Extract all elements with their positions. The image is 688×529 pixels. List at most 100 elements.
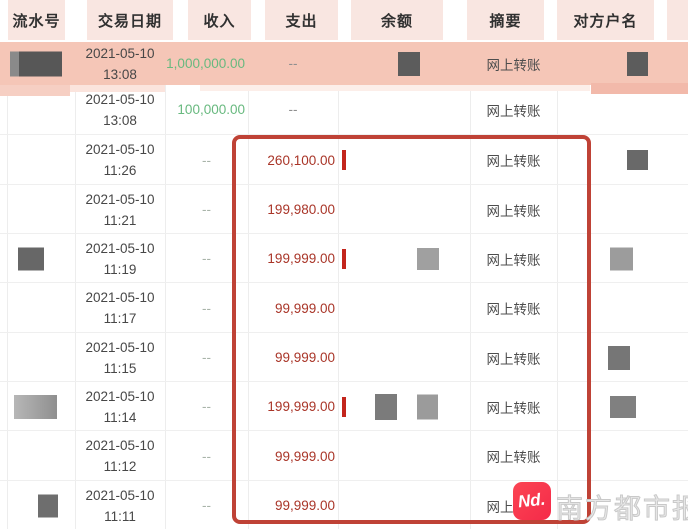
time-text: 11:21 — [103, 212, 137, 228]
serial-cell — [0, 85, 75, 134]
income-cell: -- — [202, 300, 211, 316]
watermark-brand-text: 南方都市报（ — [556, 487, 688, 526]
expense-amount: 199,980.00 — [267, 202, 335, 217]
column-header-label: 交易日期 — [97, 12, 162, 30]
balance-cell — [338, 234, 470, 283]
summary-cell: 网上转账 — [486, 400, 541, 416]
expense-amount: 99,999.00 — [274, 448, 335, 464]
redaction-box — [10, 51, 62, 76]
column-divider — [165, 42, 166, 529]
column-header-label: 支出 — [285, 12, 318, 30]
header-transaction-date: 交易日期 — [87, 0, 173, 40]
summary-cell: 网上转账 — [486, 154, 541, 169]
date-text: 2021-05-10 — [85, 388, 155, 404]
column-header-label: 余额 — [380, 12, 413, 30]
serial-cell — [0, 185, 75, 234]
column-divider — [248, 42, 249, 529]
expense-amount: 99,999.00 — [274, 350, 335, 365]
table-row[interactable]: 2021-05-10 11:12 -- 99,999.00 网上转账 — [0, 430, 688, 481]
expense-cell: 199,999.00 — [248, 382, 346, 431]
time-text: 11:14 — [103, 409, 137, 425]
date-cell: 2021-05-10 13:08 — [75, 85, 165, 134]
income-cell: -- — [202, 202, 211, 217]
expense-cell: 99,999.00 — [248, 333, 338, 382]
date-text: 2021-05-10 — [85, 339, 155, 355]
date-text: 2021-05-10 — [85, 290, 155, 305]
highlight-artifact — [200, 85, 590, 91]
table-row[interactable]: 2021-05-10 13:08 100,000.00 -- 网上转账 — [0, 85, 688, 134]
redaction-box — [610, 247, 633, 270]
redaction-box — [417, 247, 439, 270]
redaction-box — [38, 494, 58, 517]
table-row[interactable]: 2021-05-10 11:21 -- 199,980.00 网上转账 — [0, 184, 688, 234]
column-header-label: 对方户名 — [573, 12, 638, 30]
serial-cell — [0, 283, 75, 333]
balance-cell — [338, 85, 470, 134]
time-text: 11:15 — [103, 360, 137, 376]
summary-cell: 网上转账 — [486, 203, 541, 219]
expense-cell: 99,999.00 — [248, 431, 338, 481]
income-cell: 1,000,000.00 — [166, 56, 245, 71]
highlight-artifact — [70, 85, 165, 92]
expense-cell: 199,980.00 — [248, 185, 338, 234]
date-cell: 2021-05-10 11:26 — [75, 135, 165, 185]
header-counterparty-name: 对方户名 — [557, 0, 654, 40]
red-tick-mark — [342, 396, 346, 417]
summary-cell: 网上转账 — [486, 450, 541, 465]
expense-cell: 199,999.00 — [248, 234, 346, 283]
header-expense: 支出 — [265, 0, 338, 40]
table-row[interactable]: 2021-05-10 11:26 -- 260,100.00 网上转账 — [0, 134, 688, 185]
date-cell: 2021-05-10 11:19 — [75, 234, 165, 283]
redaction-box — [627, 51, 648, 76]
date-text: 2021-05-10 — [85, 438, 155, 453]
expense-cell: 260,100.00 — [248, 135, 346, 185]
column-header-label: 流水号 — [12, 12, 61, 30]
counterparty-cell — [557, 42, 688, 85]
highlight-artifact — [0, 85, 70, 96]
time-text: 13:08 — [103, 66, 137, 82]
table-row[interactable]: 2021-05-10 13:08 1,000,000.00 -- 网上转账 — [0, 42, 688, 85]
date-text: 2021-05-10 — [85, 91, 155, 107]
summary-cell: 网上转账 — [486, 252, 541, 268]
redaction-box — [610, 395, 636, 418]
balance-cell — [338, 382, 470, 431]
counterparty-cell — [557, 382, 688, 431]
table-row[interactable]: 2021-05-10 11:14 -- 199,999.00 网上转账 — [0, 381, 688, 431]
date-text: 2021-05-10 — [85, 191, 155, 207]
table-row[interactable]: 2021-05-10 11:19 -- 199,999.00 网上转账 — [0, 233, 688, 283]
annotation-rectangle — [232, 135, 591, 524]
summary-cell: 网上转账 — [486, 302, 541, 317]
serial-cell — [0, 431, 75, 481]
serial-cell — [0, 234, 75, 283]
table-row[interactable]: 2021-05-10 11:15 -- 99,999.00 网上转账 — [0, 332, 688, 382]
column-header-label: 摘要 — [489, 12, 522, 30]
date-cell: 2021-05-10 11:15 — [75, 333, 165, 382]
time-text: 11:11 — [104, 508, 136, 524]
date-cell: 2021-05-10 11:14 — [75, 382, 165, 431]
time-text: 11:17 — [103, 311, 137, 326]
expense-amount: 199,999.00 — [267, 399, 335, 414]
serial-cell — [0, 382, 75, 431]
expense-amount: 99,999.00 — [274, 498, 335, 513]
time-text: 11:19 — [103, 261, 137, 277]
header-balance: 余额 — [351, 0, 443, 40]
column-divider — [557, 42, 558, 529]
counterparty-cell — [557, 135, 688, 185]
expense-amount: 199,999.00 — [267, 251, 335, 266]
counterparty-cell — [557, 333, 688, 382]
column-divider — [470, 42, 471, 529]
income-cell: -- — [202, 251, 211, 266]
brand-name: 南方都市报 — [556, 494, 688, 525]
header-summary: 摘要 — [467, 0, 544, 40]
counterparty-cell — [557, 234, 688, 283]
income-cell: -- — [202, 350, 211, 365]
time-text: 11:12 — [103, 459, 137, 474]
red-tick-mark — [342, 150, 346, 170]
table-row[interactable]: 2021-05-10 11:17 -- 99,999.00 网上转账 — [0, 282, 688, 333]
expense-amount: 260,100.00 — [267, 152, 335, 168]
income-cell: -- — [202, 152, 211, 168]
date-cell: 2021-05-10 11:11 — [75, 481, 165, 529]
highlight-artifact — [591, 83, 688, 94]
expense-cell: -- — [288, 102, 298, 117]
header-income: 收入 — [188, 0, 251, 40]
